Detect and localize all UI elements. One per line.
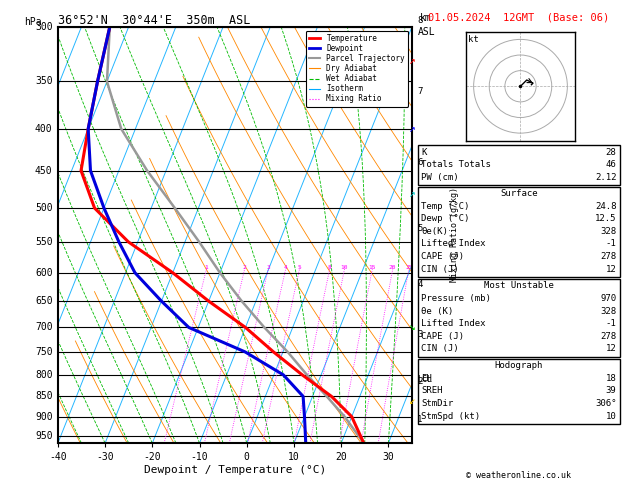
Text: ↘: ↘ <box>409 322 416 332</box>
Text: -1: -1 <box>606 319 616 328</box>
Text: 328: 328 <box>600 227 616 236</box>
Text: ↗: ↗ <box>409 124 416 134</box>
Text: Mixing Ratio (g/kg): Mixing Ratio (g/kg) <box>450 188 459 282</box>
Text: 28: 28 <box>606 148 616 156</box>
Text: 278: 278 <box>600 252 616 261</box>
Text: θe(K): θe(K) <box>421 227 448 236</box>
Text: 12: 12 <box>606 265 616 274</box>
Text: Hodograph: Hodograph <box>495 361 543 370</box>
Text: 1: 1 <box>204 265 208 270</box>
Text: Pressure (mb): Pressure (mb) <box>421 294 491 303</box>
Text: 500: 500 <box>35 203 53 213</box>
Text: 12: 12 <box>606 345 616 353</box>
Text: 20: 20 <box>389 265 396 270</box>
Text: ↗: ↗ <box>409 189 416 199</box>
Text: 4: 4 <box>417 280 423 289</box>
Text: Surface: Surface <box>500 189 538 198</box>
Text: 3: 3 <box>266 265 270 270</box>
Text: 46: 46 <box>606 160 616 169</box>
Text: 25: 25 <box>405 265 413 270</box>
Text: 8: 8 <box>328 265 331 270</box>
Text: Temp (°C): Temp (°C) <box>421 202 470 210</box>
Text: km: km <box>420 13 432 22</box>
Text: 1: 1 <box>417 416 423 424</box>
Text: 2.12: 2.12 <box>595 173 616 182</box>
Text: EH: EH <box>421 374 432 382</box>
Text: 400: 400 <box>35 124 53 134</box>
Text: 750: 750 <box>35 347 53 357</box>
Text: 01.05.2024  12GMT  (Base: 06): 01.05.2024 12GMT (Base: 06) <box>428 12 610 22</box>
Legend: Temperature, Dewpoint, Parcel Trajectory, Dry Adiabat, Wet Adiabat, Isotherm, Mi: Temperature, Dewpoint, Parcel Trajectory… <box>306 31 408 106</box>
Text: © weatheronline.co.uk: © weatheronline.co.uk <box>467 471 571 480</box>
Text: 8: 8 <box>417 16 423 25</box>
Text: Most Unstable: Most Unstable <box>484 281 554 290</box>
Text: 39: 39 <box>606 386 616 395</box>
Text: PW (cm): PW (cm) <box>421 173 459 182</box>
Text: 2: 2 <box>417 377 423 386</box>
Text: 850: 850 <box>35 391 53 401</box>
Text: 10: 10 <box>341 265 348 270</box>
Text: 2: 2 <box>243 265 247 270</box>
Text: 4: 4 <box>284 265 287 270</box>
Text: CIN (J): CIN (J) <box>421 265 459 274</box>
Text: θe (K): θe (K) <box>421 307 454 315</box>
Text: Lifted Index: Lifted Index <box>421 319 486 328</box>
Text: Lifted Index: Lifted Index <box>421 240 486 248</box>
Text: K: K <box>421 148 427 156</box>
Text: 600: 600 <box>35 268 53 278</box>
Text: 350: 350 <box>35 76 53 87</box>
Text: 18: 18 <box>606 374 616 382</box>
Text: hPa: hPa <box>25 17 42 27</box>
Text: ASL: ASL <box>418 27 435 37</box>
Text: 950: 950 <box>35 431 53 441</box>
Text: CAPE (J): CAPE (J) <box>421 252 464 261</box>
Text: 36°52'N  30°44'E  350m  ASL: 36°52'N 30°44'E 350m ASL <box>58 14 250 27</box>
Text: 15: 15 <box>369 265 376 270</box>
Text: LCL: LCL <box>417 375 432 384</box>
Text: -1: -1 <box>606 240 616 248</box>
Text: ↙: ↙ <box>409 396 416 405</box>
Text: CAPE (J): CAPE (J) <box>421 332 464 341</box>
X-axis label: Dewpoint / Temperature (°C): Dewpoint / Temperature (°C) <box>144 465 326 475</box>
Text: StmDir: StmDir <box>421 399 454 408</box>
Text: SREH: SREH <box>421 386 443 395</box>
Text: 700: 700 <box>35 322 53 332</box>
Text: 10: 10 <box>606 412 616 420</box>
Text: 24.8: 24.8 <box>595 202 616 210</box>
Text: Totals Totals: Totals Totals <box>421 160 491 169</box>
Text: 650: 650 <box>35 296 53 306</box>
Text: 450: 450 <box>35 166 53 175</box>
Text: 900: 900 <box>35 412 53 422</box>
Text: CIN (J): CIN (J) <box>421 345 459 353</box>
Text: 328: 328 <box>600 307 616 315</box>
Text: 6: 6 <box>417 158 423 167</box>
Text: ↗: ↗ <box>409 55 416 66</box>
Text: 7: 7 <box>417 87 423 96</box>
Text: 550: 550 <box>35 237 53 247</box>
Text: Dewp (°C): Dewp (°C) <box>421 214 470 223</box>
Text: 12.5: 12.5 <box>595 214 616 223</box>
Text: 5: 5 <box>298 265 301 270</box>
Text: 5: 5 <box>417 224 423 233</box>
Text: 3: 3 <box>417 330 423 340</box>
Text: kt: kt <box>468 35 479 44</box>
Text: 970: 970 <box>600 294 616 303</box>
Text: StmSpd (kt): StmSpd (kt) <box>421 412 481 420</box>
Text: 306°: 306° <box>595 399 616 408</box>
Text: 300: 300 <box>35 22 53 32</box>
Text: 800: 800 <box>35 370 53 380</box>
Text: 278: 278 <box>600 332 616 341</box>
